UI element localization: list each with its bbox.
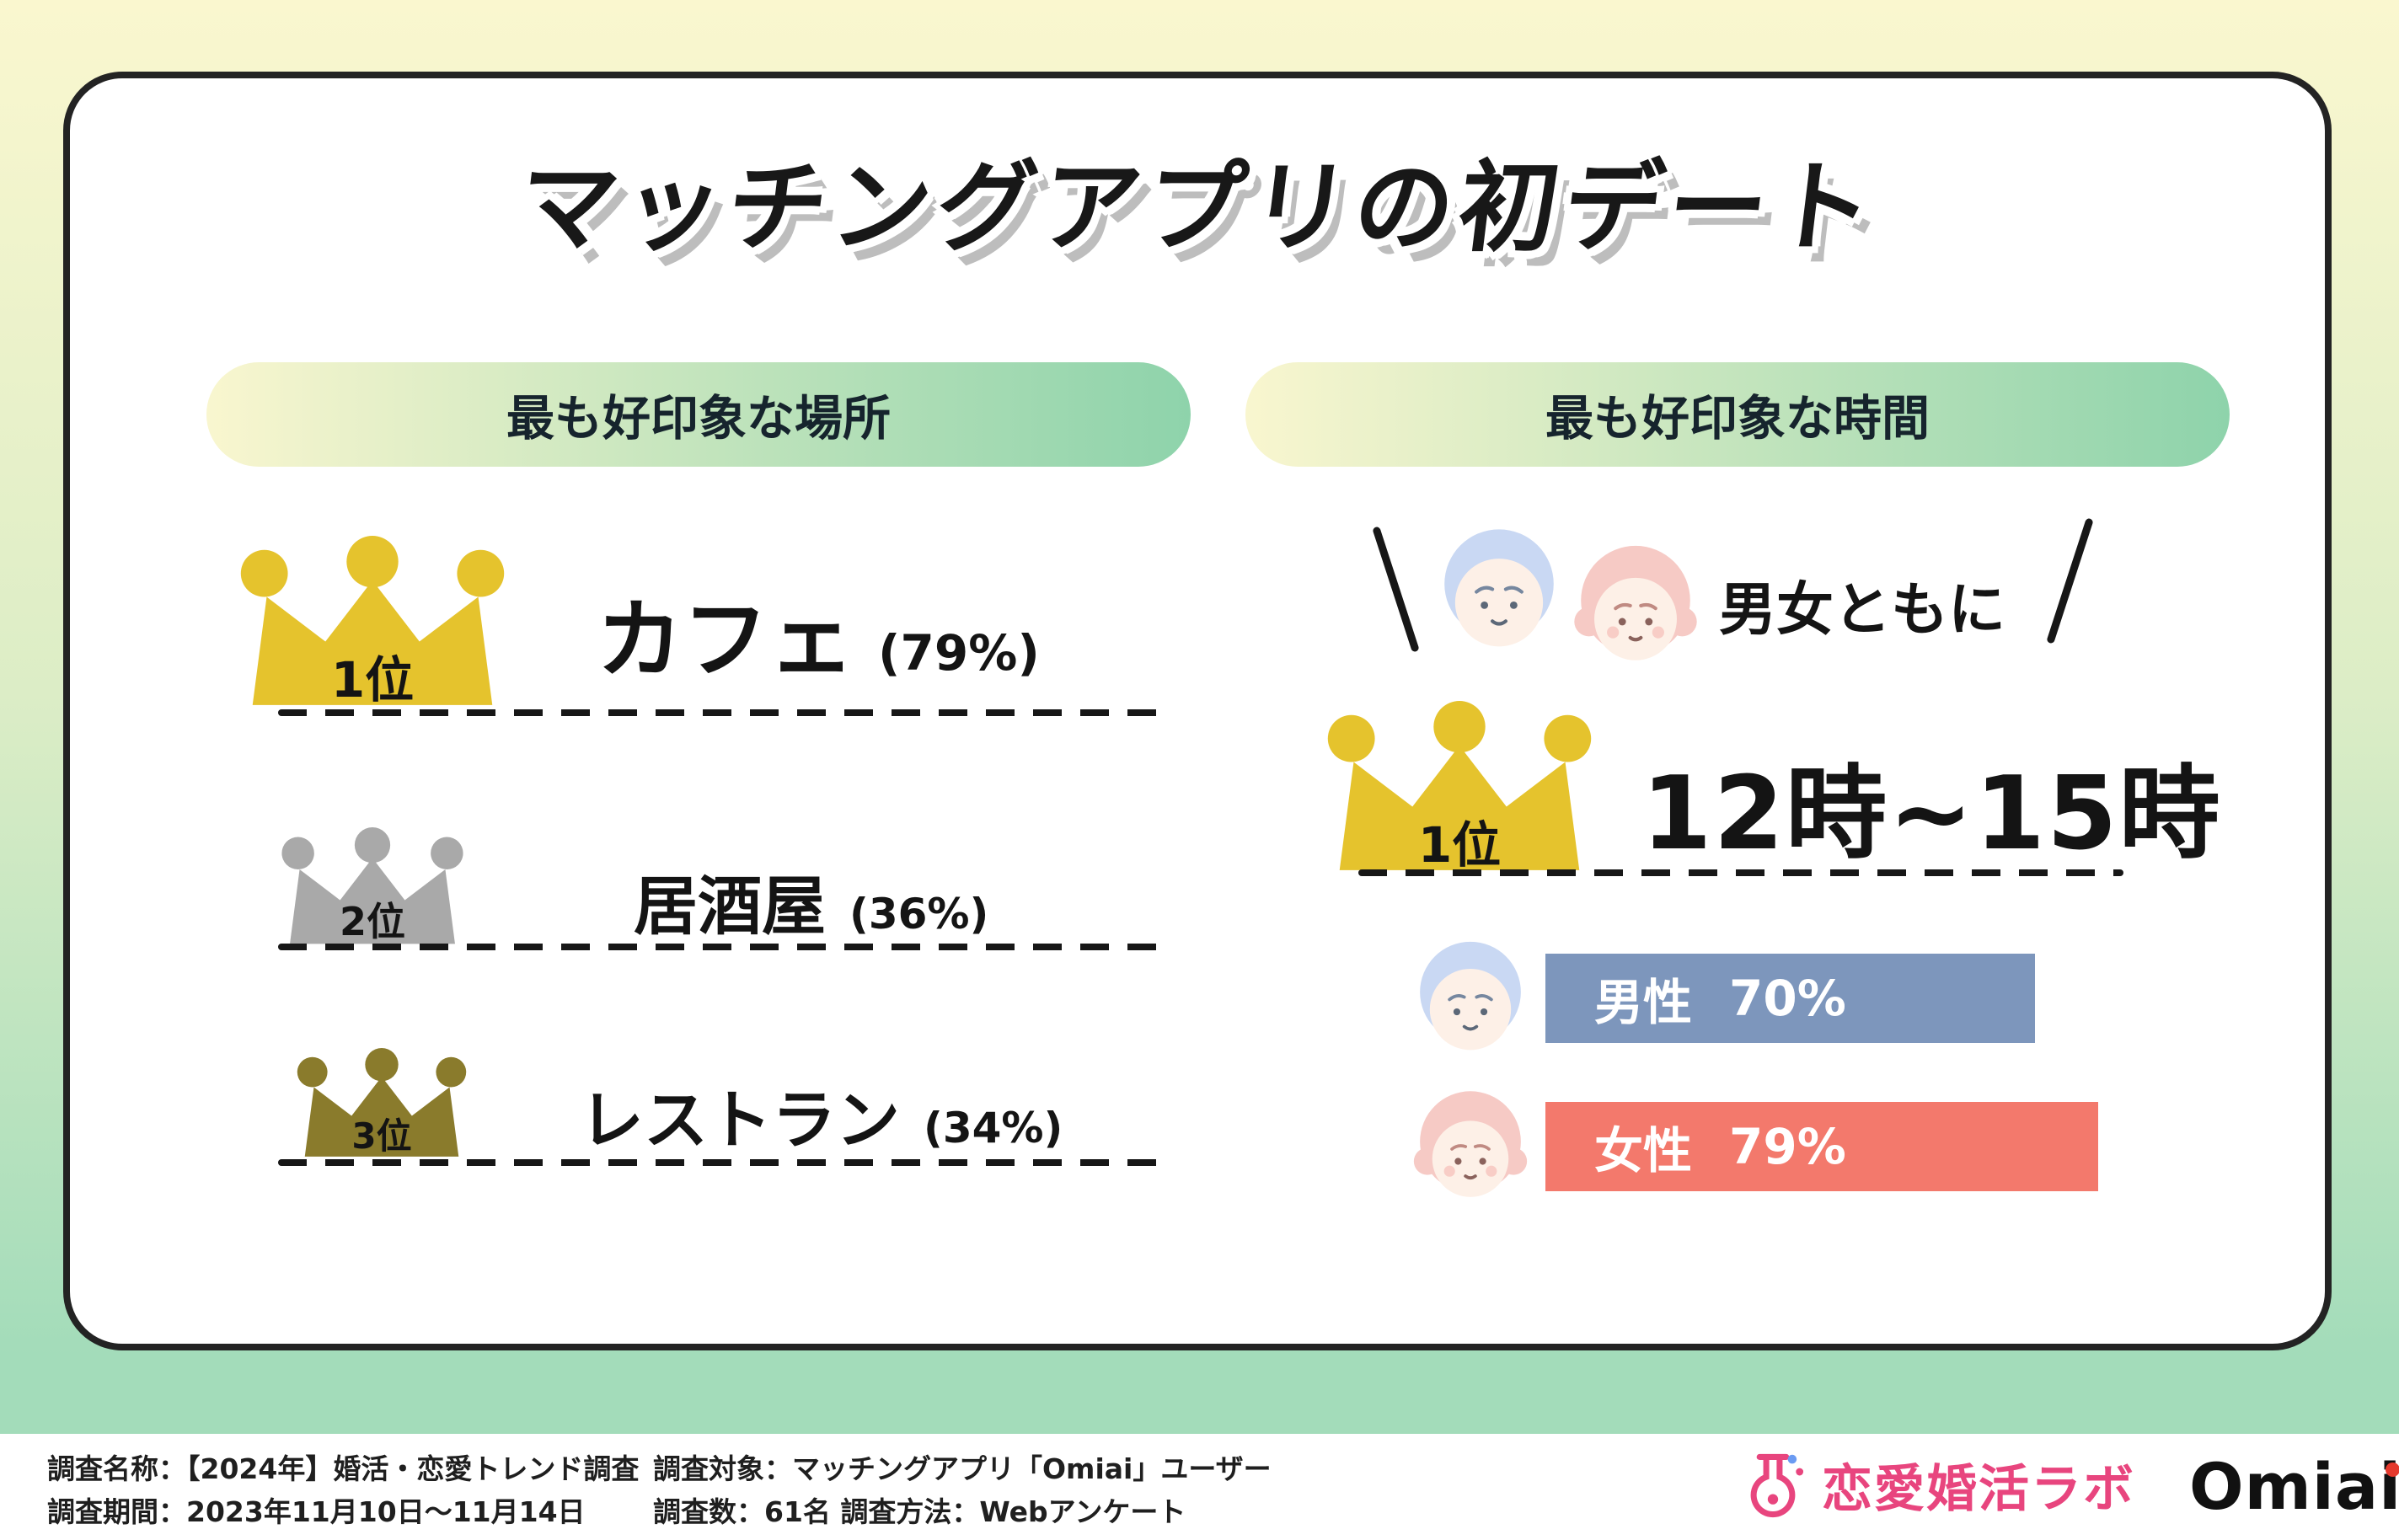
male-bar-label: 男性 (1594, 974, 1693, 1031)
survey-info-left: 調査名称：【2024年】婚活・恋愛トレンド調査 調査期間：2023年11月10日… (47, 1447, 639, 1533)
both-genders-label: 男女ともに (1719, 577, 2006, 644)
woman-face-icon (1569, 539, 1702, 672)
time-winner-label: 12時~15時 (1641, 756, 2222, 873)
survey-target: 調査対象：マッチングアプリ「Omiai」ユーザー (653, 1452, 1272, 1485)
survey-name: 調査名称：【2024年】婚活・恋愛トレンド調査 (47, 1452, 640, 1485)
section-header-time-label: 最も好印象な時間 (1545, 391, 1930, 446)
section-header-place-label: 最も好印象な場所 (506, 391, 891, 446)
gold-crown-icon: 1位 (1313, 701, 1606, 880)
rank-1-value: (79%) (878, 624, 1040, 682)
omiai-logo-text: Omiai (2189, 1449, 2399, 1524)
lab-logo-text: 恋愛婚活ラボ (1822, 1459, 2135, 1519)
rank-2-label: 居酒屋 (634, 869, 826, 944)
time-rank-badge: 1位 (1417, 816, 1502, 874)
female-percentage-bar: 女性 79% (1545, 1102, 2098, 1191)
rank-2-badge: 2位 (339, 899, 405, 944)
rank-1-label: カフェ (597, 591, 854, 691)
gold-crown-icon: 1位 (226, 536, 519, 714)
silver-crown-icon: 2位 (271, 827, 474, 950)
omiai-logo-dot (2386, 1462, 2399, 1477)
dashed-line (1358, 869, 2123, 876)
rank-3-label: レストラン (580, 1083, 900, 1158)
female-bar-label: 女性 (1594, 1122, 1693, 1179)
survey-count: 調査数：61名 調査方法：Webアンケート (653, 1495, 1186, 1529)
section-header-place: 最も好印象な場所 (206, 362, 1191, 467)
omiai-logo: Omiai (2189, 1449, 2399, 1524)
female-bar-value: 79% (1729, 1118, 1846, 1175)
dashed-line (278, 709, 1173, 716)
page-title: マッチングアプリの初デート (0, 126, 2399, 270)
flask-icon (1750, 1453, 1804, 1517)
rank-1-row: カフェ (79%) (597, 571, 1040, 695)
section-header-time: 最も好印象な時間 (1245, 362, 2230, 467)
man-face-icon (1409, 937, 1532, 1060)
survey-info-right: 調査対象：マッチングアプリ「Omiai」ユーザー 調査数：61名 調査方法：We… (653, 1447, 1272, 1533)
rank-3-badge: 3位 (351, 1115, 412, 1157)
rank-3-value: (34%) (924, 1104, 1063, 1152)
rank-3-row: レストラン (34%) (580, 1068, 1063, 1161)
man-face-icon (1432, 524, 1566, 657)
dashed-line (278, 944, 1173, 950)
rank-1-badge: 1位 (330, 651, 415, 709)
lab-logo: 恋愛婚活ラボ (1736, 1447, 2135, 1521)
footer: 調査名称：【2024年】婚活・恋愛トレンド調査 調査期間：2023年11月10日… (0, 1434, 2399, 1540)
dashed-line (278, 1159, 1173, 1166)
woman-face-icon (1409, 1085, 1532, 1208)
survey-period: 調査期間：2023年11月10日〜11月14日 (47, 1495, 586, 1529)
bronze-crown-icon: 3位 (288, 1048, 475, 1163)
male-percentage-bar: 男性 70% (1545, 954, 2035, 1043)
male-bar-value: 70% (1729, 970, 1846, 1027)
page-title-text: マッチングアプリの初デート (511, 149, 1885, 265)
rank-2-value: (36%) (849, 890, 989, 938)
rank-2-row: 居酒屋 (36%) (634, 854, 988, 947)
